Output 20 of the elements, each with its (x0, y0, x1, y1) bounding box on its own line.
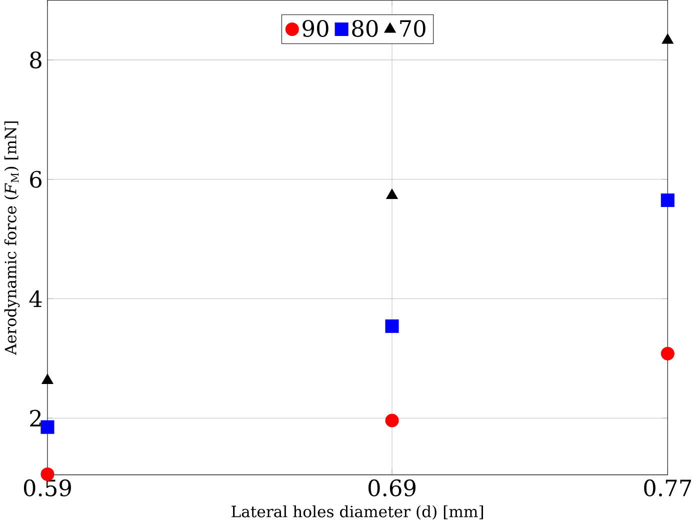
point (386, 188, 398, 199)
point (385, 414, 399, 428)
x-tick-label: 0.77 (644, 479, 692, 496)
x-axis-title: Lateral holes diameter (d) [mm] (232, 505, 484, 520)
x-tick-label: 0.69 (368, 479, 416, 496)
y-tick-label: 4 (29, 290, 42, 308)
point (42, 374, 54, 384)
y-axis-title: Aerodynamic force (F$_{M}$) [mN] (4, 121, 20, 356)
y-tick-label: 6 (30, 170, 42, 188)
y-tick-label: 2 (30, 410, 41, 426)
legend-label: 70 (400, 20, 426, 37)
y-tick-label: 8 (30, 51, 42, 68)
point (385, 319, 399, 333)
legend-label: 80 (352, 20, 378, 37)
point (660, 346, 674, 360)
point (662, 34, 674, 44)
point (660, 193, 674, 208)
point (40, 420, 54, 434)
legend-label: 90 (302, 20, 328, 37)
x-tick-label: 0.59 (24, 479, 71, 496)
